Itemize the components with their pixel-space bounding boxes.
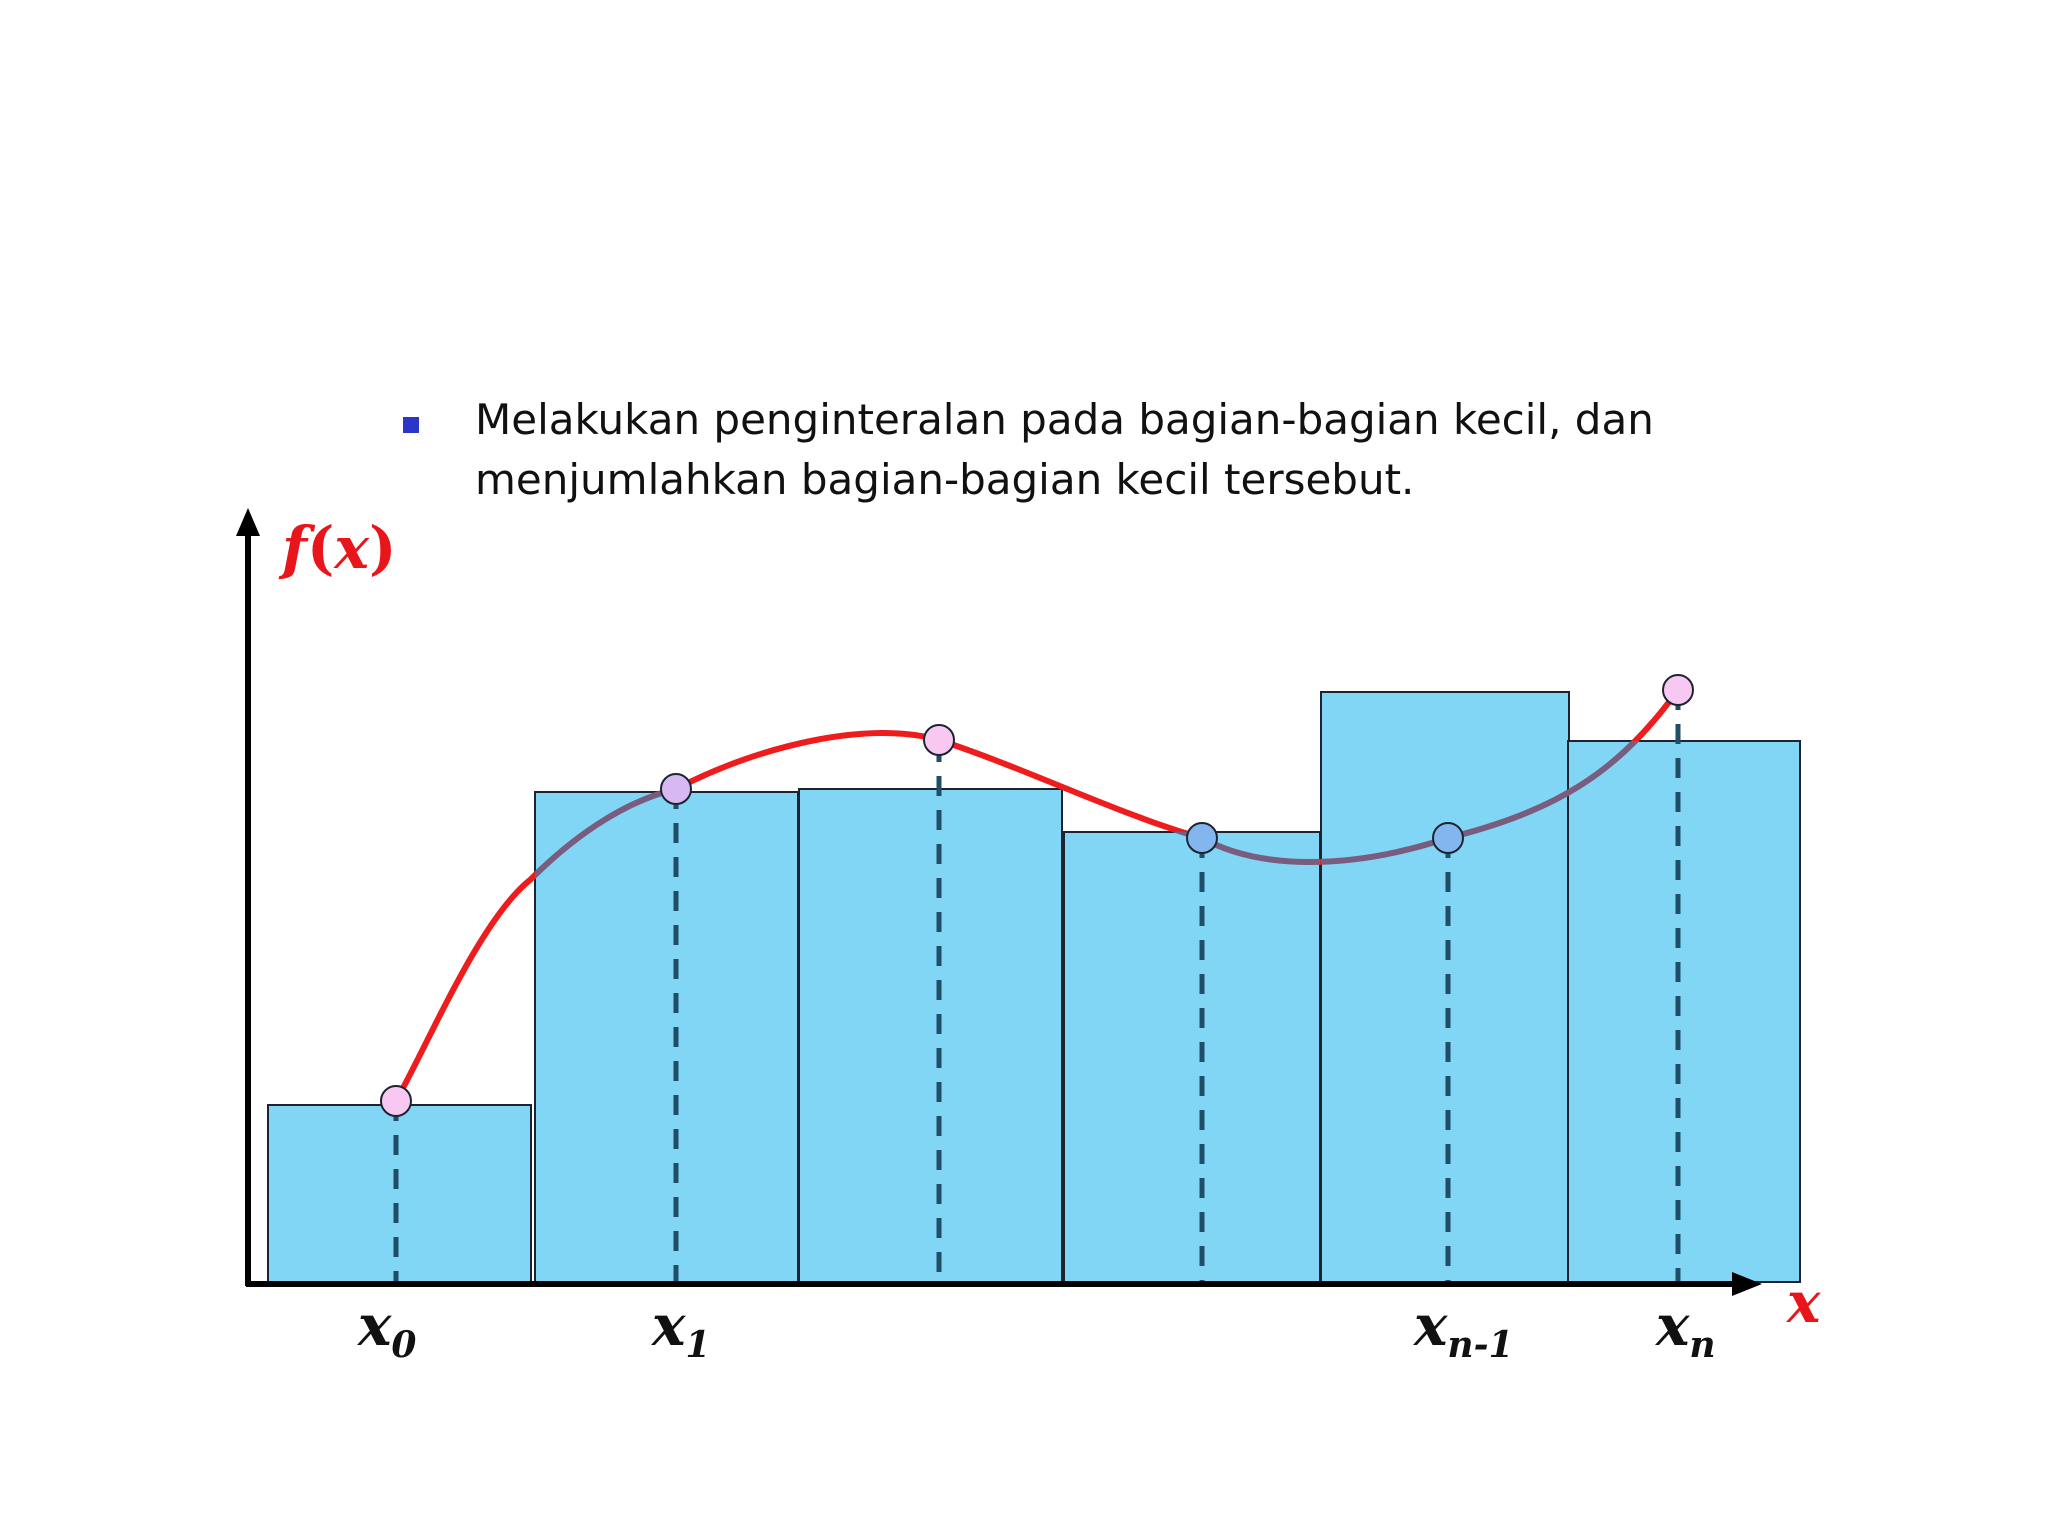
x-axis-arrow-icon [1732,1272,1762,1296]
y-axis-arrow-icon [236,508,260,536]
sample-point-5 [1432,822,1464,854]
tick-label-xn-1-base: x [1413,1293,1448,1359]
bar-4 [1063,831,1321,1283]
sample-dashed-lines [393,690,1681,1282]
bullet-text-line-2: menjumlahkan bagian-bagian kecil tersebu… [475,455,1415,504]
tick-label-x1-sub: 1 [685,1324,710,1366]
y-axis-label-close-paren: ) [369,514,396,582]
x-axis-label: x [1786,1270,1821,1336]
bars [267,691,1801,1283]
tick-label-x1: x1 [651,1293,710,1366]
y-axis-label-open-paren: ( [307,514,334,582]
bullet-square-icon [403,417,419,433]
tick-label-x1-base: x [651,1293,686,1359]
bullet-text-line-1: Melakukan penginteralan pada bagian-bagi… [475,395,1654,444]
tick-label-x0: x0 [357,1293,416,1366]
bar-1 [267,1104,532,1283]
y-axis-label-var: x [332,514,370,582]
tick-label-xn-1-sub: n-1 [1447,1324,1513,1366]
tick-label-xn: xn [1655,1293,1716,1366]
tick-label-xn-1: xn-1 [1413,1293,1514,1366]
bar-3 [798,788,1063,1283]
y-axis-label: f(x) [278,514,396,582]
tick-label-x0-sub: 0 [391,1324,416,1366]
bullet-text: Melakukan penginteralan pada bagian-bagi… [475,390,1775,510]
sample-points [380,674,1694,1117]
sample-point-6 [1662,674,1694,706]
bar-2 [534,791,799,1283]
tick-label-x0-base: x [357,1293,392,1359]
sample-point-4 [1186,822,1218,854]
bar-6 [1567,740,1801,1283]
sample-point-3 [923,724,955,756]
axes [236,508,1762,1296]
tick-label-xn-base: x [1655,1293,1690,1359]
bar-5 [1320,691,1570,1283]
sample-point-2 [660,773,692,805]
sample-point-1 [380,1085,412,1117]
tick-label-xn-sub: n [1689,1324,1715,1366]
